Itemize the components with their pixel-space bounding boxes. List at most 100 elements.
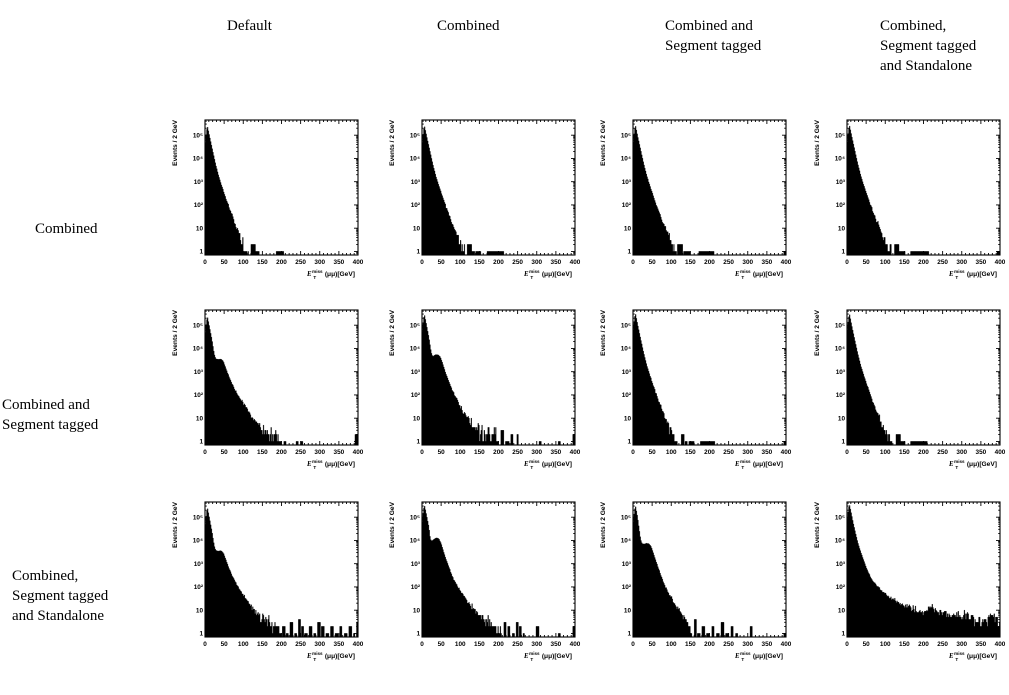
- x-axis-title: Emiss T (μμ)[GeV]: [306, 651, 355, 662]
- y-tick-label: 10: [838, 415, 846, 422]
- y-tick-label: 10⁴: [193, 156, 203, 163]
- y-tick-label: 10⁵: [193, 514, 203, 521]
- x-axis-title: Emiss T (μμ)[GeV]: [734, 459, 783, 470]
- x-tick-label: 300: [314, 449, 325, 456]
- x-axis-title: Emiss T (μμ)[GeV]: [523, 269, 572, 280]
- y-tick-label: 1: [627, 439, 631, 446]
- x-tick-label: 0: [845, 641, 849, 648]
- x-tick-label: 150: [899, 449, 910, 456]
- x-tick-label: 100: [238, 449, 249, 456]
- x-tick-label: 100: [666, 449, 677, 456]
- y-tick-label: 10³: [622, 561, 631, 568]
- y-tick-label: 10⁵: [410, 322, 420, 329]
- x-tick-label: 50: [438, 449, 446, 456]
- x-tick-label: 50: [649, 449, 657, 456]
- x-tick-label: 0: [631, 641, 635, 648]
- x-tick-label: 150: [257, 641, 268, 648]
- x-tick-label: 0: [631, 259, 635, 266]
- x-tick-label: 400: [781, 259, 792, 266]
- y-tick-label: 10³: [622, 369, 631, 376]
- histogram-bars: [204, 508, 359, 638]
- y-axis-title: Events / 2 GeV: [814, 309, 821, 355]
- x-tick-label: 400: [781, 641, 792, 648]
- histogram-bars: [632, 506, 787, 638]
- y-tick-label: 10⁴: [410, 538, 420, 545]
- x-tick-label: 100: [880, 259, 891, 266]
- x-tick-label: 300: [314, 259, 325, 266]
- x-tick-label: 350: [334, 641, 345, 648]
- y-tick-label: 1: [199, 439, 203, 446]
- histogram-bars: [421, 505, 576, 638]
- x-tick-label: 50: [221, 259, 229, 266]
- axis-ticks: [421, 310, 576, 446]
- y-tick-label: 10: [624, 225, 632, 232]
- x-tick-label: 350: [976, 641, 987, 648]
- x-axis-title: Emiss T (μμ)[GeV]: [306, 269, 355, 280]
- x-axis-title: Emiss T (μμ)[GeV]: [523, 651, 572, 662]
- y-tick-label: 10³: [194, 561, 203, 568]
- y-tick-label: 10²: [836, 392, 845, 399]
- x-tick-label: 350: [762, 641, 773, 648]
- x-tick-label: 100: [666, 259, 677, 266]
- x-tick-label: 200: [276, 449, 287, 456]
- y-tick-label: 10³: [622, 179, 631, 186]
- x-axis-title: Emiss T (μμ)[GeV]: [734, 269, 783, 280]
- x-tick-label: 400: [353, 259, 364, 266]
- x-tick-label: 400: [995, 259, 1006, 266]
- y-tick-label: 1: [199, 249, 203, 256]
- x-axis-title: Emiss T (μμ)[GeV]: [948, 651, 997, 662]
- y-tick-label: 10⁴: [193, 538, 203, 545]
- x-tick-label: 200: [276, 259, 287, 266]
- histogram-bars: [632, 314, 787, 446]
- histogram-plot-r1c1: 0 50 100 150 200 250 300 350 400 1 10 10² 10³ 10⁴ 10⁵ E…: [172, 119, 364, 280]
- x-tick-label: 200: [918, 449, 929, 456]
- x-tick-label: 0: [203, 259, 207, 266]
- x-tick-label: 400: [570, 259, 581, 266]
- histogram-plot-r3c3: 0 50 100 150 200 250 300 350 400 1 10 10² 10³ 10⁴ 10⁵ E…: [600, 501, 792, 661]
- x-tick-label: 400: [353, 449, 364, 456]
- y-tick-label: 10²: [622, 202, 631, 209]
- x-tick-label: 150: [899, 259, 910, 266]
- x-tick-label: 150: [257, 449, 268, 456]
- x-tick-label: 0: [203, 641, 207, 648]
- x-tick-label: 200: [704, 449, 715, 456]
- x-tick-label: 400: [995, 449, 1006, 456]
- y-tick-label: 10³: [194, 369, 203, 376]
- y-tick-label: 10²: [194, 392, 203, 399]
- y-tick-label: 10: [196, 225, 204, 232]
- y-tick-label: 1: [416, 439, 420, 446]
- axis-ticks: [846, 120, 1001, 256]
- y-tick-label: 10: [838, 607, 846, 614]
- row-label-combined-segment-standalone: Combined, Segment tagged and Standalone: [12, 568, 109, 624]
- y-tick-label: 10: [413, 607, 421, 614]
- y-tick-label: 10⁵: [621, 514, 631, 521]
- x-tick-label: 250: [512, 449, 523, 456]
- y-tick-label: 10⁴: [621, 156, 631, 163]
- y-tick-label: 10²: [194, 202, 203, 209]
- x-tick-label: 300: [956, 449, 967, 456]
- x-tick-label: 250: [512, 259, 523, 266]
- x-tick-label: 50: [221, 449, 229, 456]
- y-tick-label: 1: [199, 631, 203, 638]
- histogram-plot-r2c2: 0 50 100 150 200 250 300 350 400 1 10 10² 10³ 10⁴ 10⁵ E…: [389, 309, 581, 469]
- x-tick-label: 350: [976, 259, 987, 266]
- y-tick-label: 10²: [194, 584, 203, 591]
- x-tick-label: 250: [295, 449, 306, 456]
- histogram-plot-r1c3: 0 50 100 150 200 250 300 350 400 1 10 10² 10³ 10⁴ 10⁵ E…: [600, 119, 792, 280]
- y-tick-label: 10⁵: [835, 514, 845, 521]
- x-tick-label: 250: [723, 259, 734, 266]
- column-header-combined-segment: Combined and Segment tagged: [665, 18, 762, 54]
- histogram-bars: [421, 126, 505, 256]
- y-tick-label: 10: [624, 607, 632, 614]
- x-tick-label: 250: [723, 641, 734, 648]
- y-tick-label: 10: [624, 415, 632, 422]
- y-tick-label: 1: [841, 439, 845, 446]
- x-tick-label: 100: [455, 449, 466, 456]
- x-tick-label: 0: [203, 449, 207, 456]
- y-tick-label: 10⁵: [835, 132, 845, 139]
- y-tick-label: 10⁴: [835, 156, 845, 163]
- x-tick-label: 300: [742, 259, 753, 266]
- y-tick-label: 1: [841, 631, 845, 638]
- column-header-default: Default: [227, 18, 272, 34]
- x-tick-label: 300: [956, 641, 967, 648]
